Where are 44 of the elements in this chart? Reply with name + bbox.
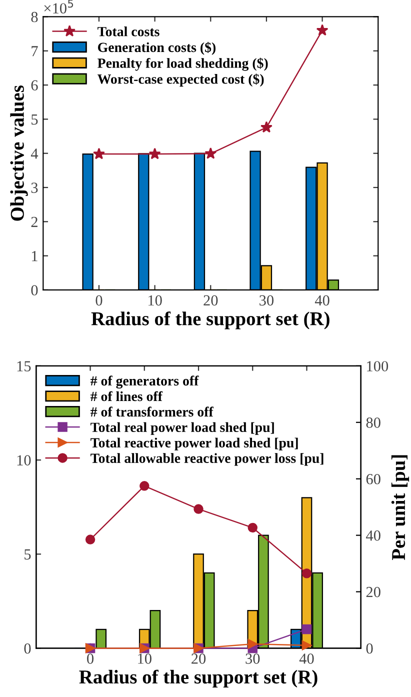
y-tick-label: 1 (32, 251, 38, 262)
x-tick-label: 30 (246, 654, 260, 664)
y2-tick-label: 100 (367, 361, 388, 372)
legend-label: # of transformers off (90, 406, 214, 417)
y-axis-title: Objective values (10, 86, 28, 221)
y-tick-label: 5 (32, 114, 38, 125)
y-tick-label: 8 (31, 12, 38, 22)
y-tick-label: 6 (31, 80, 38, 90)
y-tick-label: 2 (31, 216, 38, 227)
y2-tick-label: 0 (366, 643, 373, 654)
x-tick-label: 0 (96, 295, 102, 306)
x-tick-label: 40 (299, 654, 314, 664)
y2-tick-label: 60 (366, 474, 380, 484)
y-tick-label: 15 (17, 361, 31, 372)
legend-label: # of lines off (90, 391, 163, 402)
x-tick-label: 30 (260, 295, 274, 306)
legend-label: Generation costs ($) (98, 42, 216, 55)
legend-label: Total costs (98, 26, 160, 36)
x-tick-label: 20 (192, 654, 206, 664)
legend-label: Total real power load shed [pu] (90, 422, 274, 435)
y-tick-label: 4 (30, 148, 38, 159)
y-tick-label: 5 (24, 549, 31, 560)
x-axis-title: Radius of the support set (R) (79, 670, 318, 688)
legend-label: # of generators off (90, 376, 199, 388)
y2-tick-label: 80 (366, 418, 380, 428)
x-tick-label: 40 (314, 295, 330, 306)
y-tick-label: 0 (31, 285, 38, 296)
y2-axis-title: Per unit [pu] (391, 455, 410, 560)
x-tick-label: 10 (138, 654, 152, 664)
y2-tick-label: 40 (366, 530, 380, 541)
text: ×10$^{5}$ (44, 0, 74, 14)
x-tick-label: 10 (148, 295, 162, 306)
legend-label: Total allowable reactive power loss [pu] (90, 453, 324, 466)
y-tick-label: 0 (24, 643, 31, 654)
legend-label: Total reactive power load shed [pu] (90, 438, 298, 450)
legend-label: Penalty for load shedding ($) (98, 58, 268, 71)
legend-label: Worst-case expected cost ($) (98, 74, 264, 87)
x-axis-title: Radius of the support set (R) (91, 311, 330, 330)
y-tick-label: 3 (31, 182, 38, 193)
x-tick-label: 20 (204, 295, 218, 306)
y-tick-label: 7 (32, 46, 38, 56)
y2-tick-label: 20 (366, 586, 380, 598)
x-tick-label: 0 (87, 654, 94, 664)
y-tick-label: 10 (17, 455, 31, 466)
